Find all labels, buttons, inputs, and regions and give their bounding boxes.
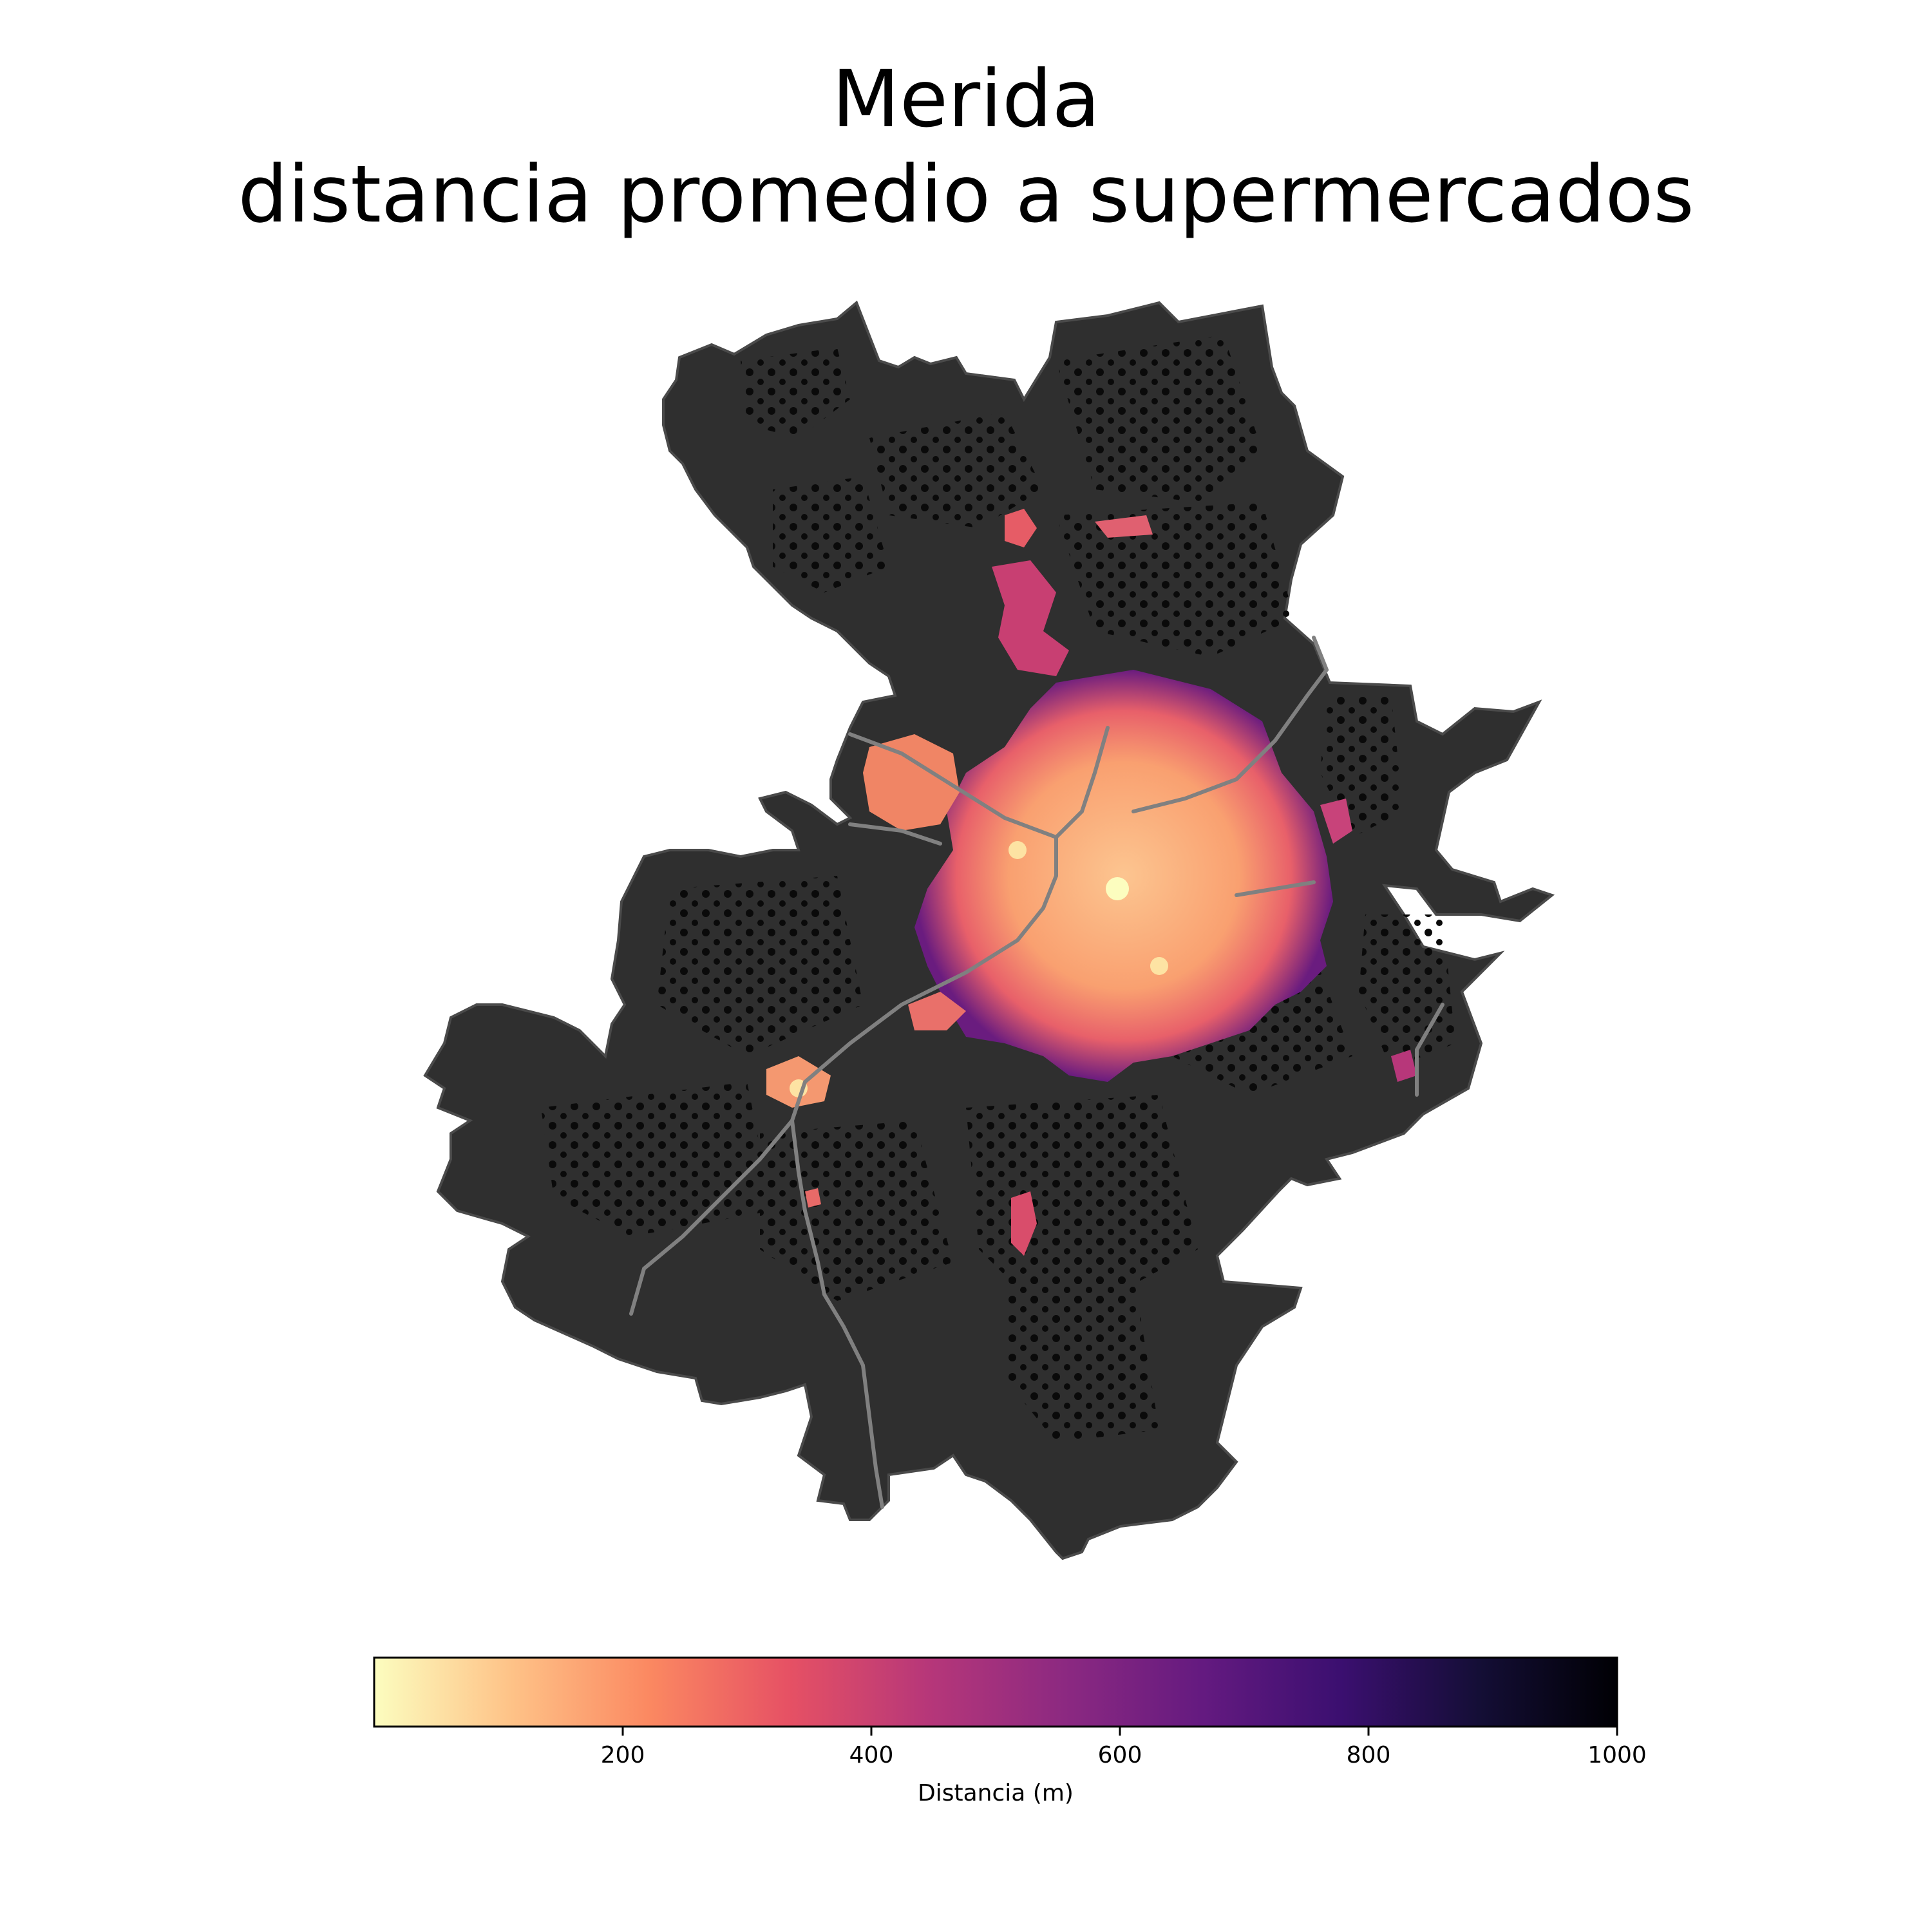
colorbar-gradient	[373, 1656, 1618, 1728]
colorbar-tick-label: 600	[1098, 1742, 1142, 1768]
colorbar-tick-label: 400	[849, 1742, 894, 1768]
road-network	[629, 636, 1444, 1509]
colorbar-label: Distancia (m)	[918, 1780, 1074, 1806]
colorbar-ticks: 200 400 600 800 1000	[601, 1727, 1647, 1768]
chart-title: Merida distancia promedio a supermercado…	[0, 52, 1932, 242]
colorbar-tick-label: 1000	[1587, 1742, 1647, 1768]
colorbar-tick-label: 800	[1347, 1742, 1391, 1768]
map-area	[423, 300, 1555, 1560]
far-distance-hex-clusters	[541, 335, 1455, 1443]
urban-core-hexes	[766, 509, 1417, 1256]
title-line-2: distancia promedio a supermercados	[238, 149, 1694, 240]
colorbar-tick-label: 200	[601, 1742, 645, 1768]
title-line-1: Merida	[831, 53, 1101, 145]
